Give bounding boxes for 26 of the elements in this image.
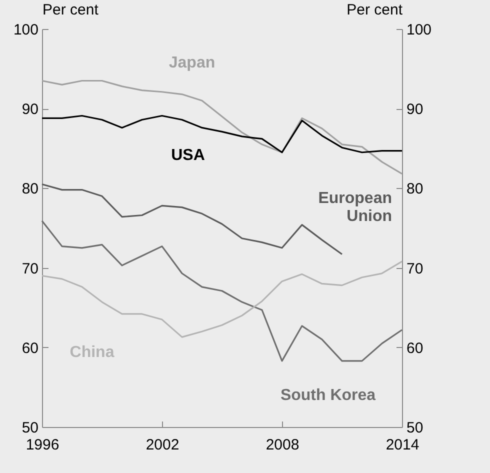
series-label: South Korea [280, 387, 376, 404]
x-tick-label: 2014 [386, 436, 420, 454]
y-tick-label: 60 [22, 340, 38, 357]
line-series [41, 260, 403, 338]
y-axis-title: Per cent [42, 2, 100, 18]
y-tick-label: 80 [22, 180, 38, 198]
y2-tick-label: 80 [406, 180, 424, 198]
x-tick-label: 2008 [266, 436, 300, 454]
y2-tick-label: 90 [406, 101, 424, 118]
y2-tick-label: 50 [406, 420, 424, 436]
series-label: European Union [318, 190, 392, 225]
y-tick-label: 100 [13, 22, 38, 38]
x-tick-label: 2002 [146, 436, 180, 454]
line-series [41, 80, 403, 175]
y2-axis-title: Per cent [346, 2, 404, 18]
y-tick-label: 90 [22, 101, 38, 118]
y2-tick-label: 60 [406, 340, 424, 357]
x-tick-label: 1996 [26, 436, 60, 454]
series-label: China [70, 344, 114, 362]
y-tick-label: 50 [22, 420, 38, 436]
series-label: Japan [168, 54, 216, 72]
y2-tick-label: 70 [406, 260, 424, 278]
series-label: USA [171, 146, 206, 164]
line-series [41, 220, 403, 362]
y-tick-label: 70 [22, 260, 38, 278]
y2-tick-label: 100 [406, 22, 432, 38]
